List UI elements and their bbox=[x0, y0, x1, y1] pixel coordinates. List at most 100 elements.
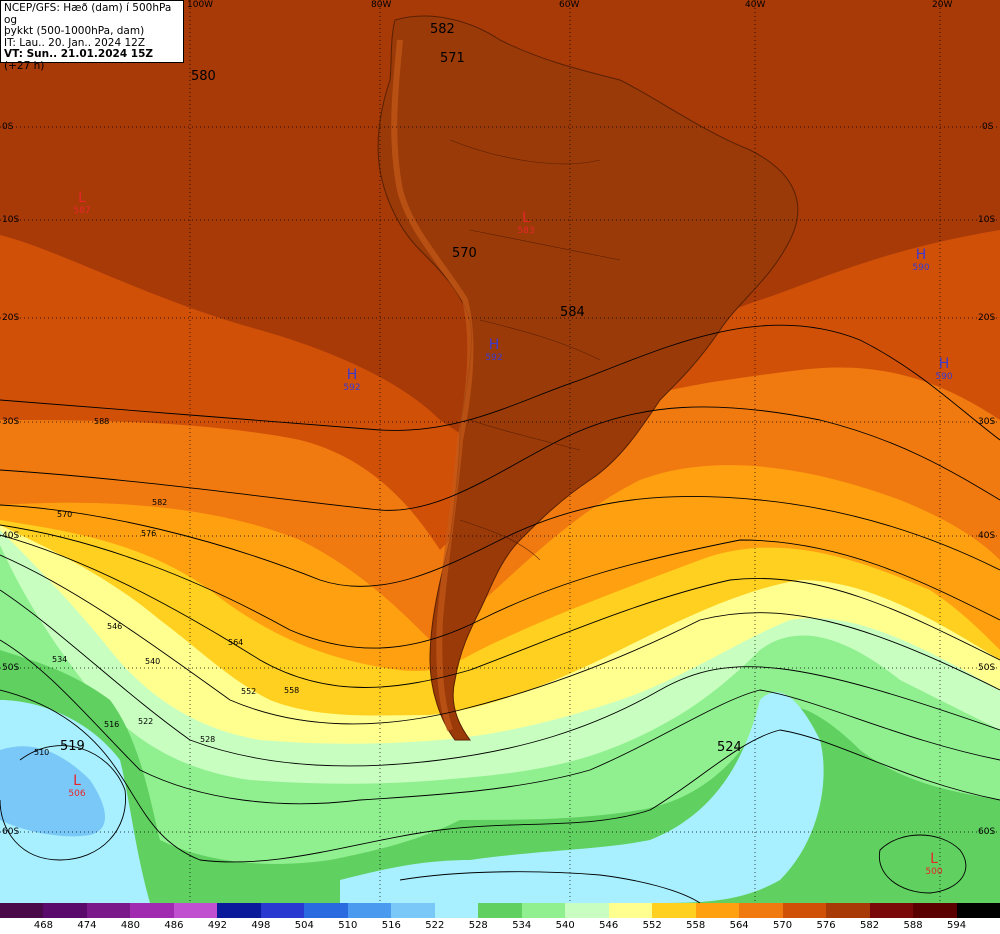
contour-label: 588 bbox=[94, 417, 110, 426]
pressure-center-letter: L bbox=[522, 210, 530, 226]
colorbar-swatch bbox=[173, 903, 218, 918]
contour-label: 576 bbox=[141, 529, 157, 538]
colorbar-label: 504 bbox=[294, 920, 314, 931]
colorbar-label: 522 bbox=[425, 920, 445, 931]
colorbar-label: 486 bbox=[164, 920, 184, 931]
contour-label: 570 bbox=[57, 510, 73, 519]
pressure-center-low: L 506 bbox=[67, 773, 87, 799]
colorbar-label: 576 bbox=[816, 920, 836, 931]
pressure-center-value: 500 bbox=[925, 867, 943, 877]
colorbar-label: 594 bbox=[946, 920, 967, 931]
pressure-center-high: H 592 bbox=[483, 337, 505, 363]
contour-label: 540 bbox=[145, 657, 161, 666]
colorbar-label: 474 bbox=[77, 920, 97, 931]
pressure-center-value: 592 bbox=[485, 353, 503, 363]
info-title: NCEP/GFS: Hæð (dam) í 500hPa og bbox=[4, 2, 172, 26]
contour-label: 552 bbox=[241, 687, 257, 696]
pressure-center-value: 592 bbox=[343, 383, 361, 393]
colorbar-label: 564 bbox=[729, 920, 749, 931]
contour-label: 522 bbox=[138, 717, 154, 726]
colorbar-label: 534 bbox=[512, 920, 532, 931]
colorbar-swatch bbox=[565, 903, 610, 918]
colorbar-label: 510 bbox=[338, 920, 358, 931]
colorbar-swatch bbox=[478, 903, 523, 918]
colorbar-swatch bbox=[130, 903, 175, 918]
thickness-value: 571 bbox=[440, 51, 465, 66]
pressure-center-letter: L bbox=[73, 773, 81, 789]
pressure-center-letter: H bbox=[346, 367, 358, 383]
colorbar-label: 546 bbox=[599, 920, 619, 931]
band-516 bbox=[0, 746, 105, 837]
info-init-time: IT: Lau.. 20. Jan.. 2024 12Z bbox=[4, 36, 146, 49]
pressure-center-value: 590 bbox=[935, 372, 953, 382]
lat-label: 0S bbox=[2, 122, 14, 132]
lat-label: 40S bbox=[978, 531, 996, 541]
pressure-center-letter: H bbox=[488, 337, 500, 353]
info-valid-time: VT: Sun.. 21.01.2024 15Z (+27 h) bbox=[4, 48, 180, 72]
pressure-center-high: H 590 bbox=[910, 247, 932, 273]
height-contours bbox=[0, 324, 1000, 903]
pressure-center-low: L 583 bbox=[516, 210, 536, 236]
lon-label: 80W bbox=[371, 0, 392, 10]
pressure-center-high: H 590 bbox=[933, 356, 955, 382]
lon-label: 60W bbox=[559, 0, 580, 10]
thickness-value: 519 bbox=[60, 739, 85, 754]
band-522b bbox=[340, 692, 824, 903]
thickness-value: 582 bbox=[430, 22, 455, 37]
lat-label: 20S bbox=[978, 313, 996, 323]
contour-label: 510 bbox=[34, 748, 50, 757]
lat-label: 0S bbox=[982, 122, 994, 132]
lat-label: 40S bbox=[2, 531, 20, 541]
thickness-value: 524 bbox=[717, 740, 742, 755]
contour-label: 564 bbox=[228, 638, 244, 647]
pressure-center-value: 590 bbox=[912, 263, 930, 273]
lat-label: 60S bbox=[2, 827, 20, 837]
colorbar: 468 474 480 486 492 498 504 510 516 522 528 534 540 5… bbox=[0, 903, 1000, 934]
lon-label: 40W bbox=[745, 0, 766, 10]
contour-label: 516 bbox=[104, 720, 120, 729]
colorbar-label: 498 bbox=[251, 920, 271, 931]
lat-label: 50S bbox=[2, 663, 20, 673]
map-info-box: NCEP/GFS: Hæð (dam) í 500hPa og þykkt (5… bbox=[0, 0, 184, 71]
colorbar-swatch bbox=[826, 903, 871, 918]
pressure-center-value: 506 bbox=[68, 789, 86, 799]
colorbar-swatch bbox=[608, 903, 653, 918]
contour-label: 558 bbox=[284, 686, 300, 695]
colorbar-swatch bbox=[956, 903, 1000, 918]
colorbar-swatch bbox=[869, 903, 914, 918]
lat-label: 30S bbox=[978, 417, 996, 427]
colorbar-swatch bbox=[260, 903, 305, 918]
lon-label: 20W bbox=[932, 0, 953, 10]
lat-label: 60S bbox=[978, 827, 996, 837]
pressure-center-letter: L bbox=[930, 851, 938, 867]
colorbar-swatch bbox=[304, 903, 349, 918]
colorbar-swatch bbox=[434, 903, 479, 918]
pressure-center-low: L 587 bbox=[72, 190, 92, 216]
andes-ridge bbox=[391, 39, 474, 731]
colorbar-label: 552 bbox=[642, 920, 662, 931]
colorbar-label: 480 bbox=[120, 920, 140, 931]
country-borders bbox=[449, 139, 621, 561]
contour-label: 546 bbox=[107, 622, 123, 631]
pressure-center-letter: H bbox=[915, 247, 927, 263]
colorbar-label: 468 bbox=[33, 920, 54, 931]
lat-label: 50S bbox=[978, 663, 996, 673]
lat-label: 30S bbox=[2, 417, 20, 427]
colorbar-swatch bbox=[652, 903, 697, 918]
contour-label: 528 bbox=[200, 735, 216, 744]
colorbar-label: 570 bbox=[773, 920, 793, 931]
pressure-center-low: L 500 bbox=[924, 851, 944, 877]
colorbar-swatch bbox=[391, 903, 436, 918]
colorbar-swatch bbox=[43, 903, 88, 918]
colorbar-swatch bbox=[86, 903, 131, 918]
colorbar-swatch bbox=[739, 903, 784, 918]
thickness-height-map bbox=[0, 0, 1000, 903]
lon-label: 100W bbox=[187, 0, 214, 10]
lat-label: 10S bbox=[978, 215, 996, 225]
south-america-outline bbox=[377, 15, 799, 741]
info-subtitle: þykkt (500-1000hPa, dam) bbox=[4, 25, 145, 37]
colorbar-swatch bbox=[0, 903, 44, 918]
colorbar-label: 588 bbox=[903, 920, 923, 931]
lat-label: 20S bbox=[2, 313, 20, 323]
